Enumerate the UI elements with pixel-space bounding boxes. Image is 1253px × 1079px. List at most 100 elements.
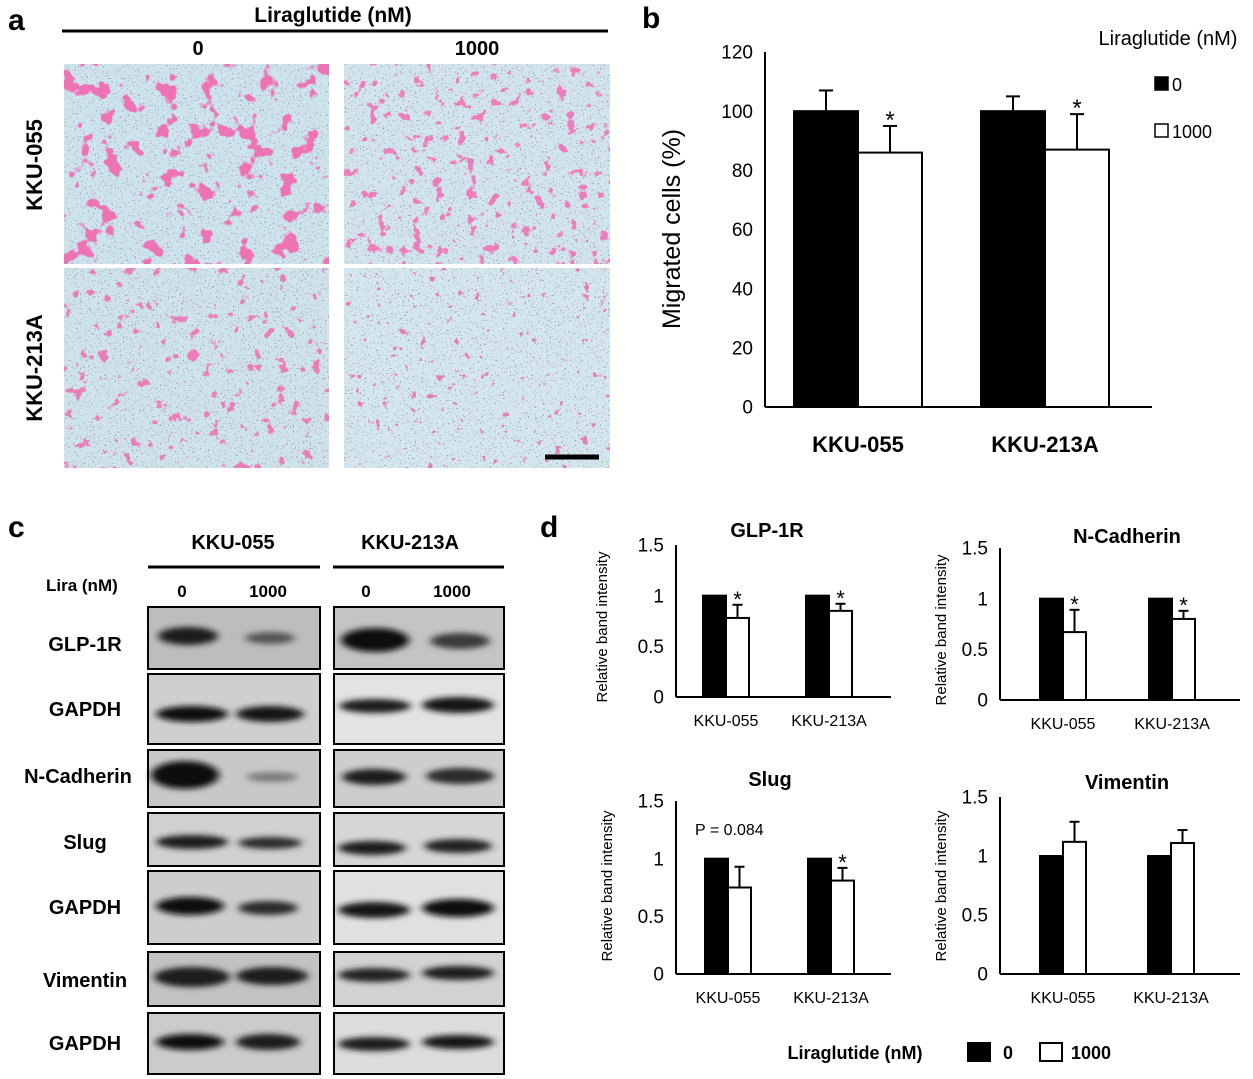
y-tick-label: 40	[732, 279, 753, 300]
panel-letter-b: b	[642, 2, 660, 35]
blot-label-vimentin: Vimentin	[43, 970, 127, 992]
panel-c-dose-0: 0	[177, 582, 186, 601]
y-tick-label: 20	[732, 338, 753, 359]
x-tick-label: KKU-213A	[1133, 990, 1209, 1007]
significance-marker: *	[1070, 592, 1079, 617]
x-tick-label: KKU-055	[812, 432, 904, 457]
bar-0-KKU-055	[1039, 597, 1064, 702]
blot-label-gapdh-3: GAPDH	[49, 1033, 121, 1055]
panel-b-legend-label-1: 1000	[1172, 122, 1212, 142]
panel-c-lira-label: Lira (nM)	[46, 576, 118, 595]
chart-migration: 0 20 40 60 80 100 120 Migrated cells (%) * KKU-05…	[658, 43, 1152, 457]
panel-letter-d: d	[540, 511, 558, 544]
slug-pvalue: P = 0.084	[695, 822, 764, 839]
x-tick-label: KKU-213A	[793, 990, 869, 1007]
x-tick-label: KKU-055	[694, 713, 759, 730]
chart-title: N-Cadherin	[1073, 526, 1181, 548]
blot-label-gapdh-2: GAPDH	[49, 897, 121, 919]
x-tick-label: KKU-055	[1031, 990, 1096, 1007]
y-tick-label: 1	[977, 589, 988, 610]
panel-c-group-1: KKU-213A	[361, 532, 459, 554]
panel-a-row-1: KKU-213A	[22, 314, 47, 422]
chart-glp1r: 0 0.5 1 1.5 Relative band intensity GLP-1R * KK…	[594, 520, 891, 730]
y-tick-label: 1	[977, 847, 988, 868]
chart-title: GLP-1R	[730, 520, 804, 542]
micrograph-kku055-0	[64, 64, 329, 264]
x-tick-label: KKU-055	[696, 990, 761, 1007]
y-tick-label: 1	[653, 849, 664, 870]
chart-vimentin: 0 0.5 1 1.5 Relative band intensity Vimentin K…	[933, 772, 1240, 1007]
panel-b-legend-swatch-0	[1154, 76, 1169, 91]
chart-ncadherin: 0 0.5 1 1.5 Relative band intensity N-Cadheri…	[933, 526, 1240, 733]
blot-label-gapdh-1: GAPDH	[49, 699, 121, 721]
x-tick-label: KKU-213A	[991, 432, 1099, 457]
chart-slug: 0 0.5 1 1.5 Relative band intensity Slug KKU-0…	[599, 769, 891, 1007]
y-axis-label: Relative band intensity	[933, 554, 950, 705]
bar-0-KKU-055	[1039, 855, 1064, 975]
micrograph-kku213a-0	[64, 268, 329, 468]
bar-0-KKU-213A	[980, 110, 1046, 409]
panel-b-legend-swatch-1	[1154, 123, 1169, 138]
panel-c-dose-1: 1000	[249, 582, 287, 601]
bar-1000-KKU-213A	[1171, 617, 1196, 702]
y-tick-label: 1	[653, 586, 664, 607]
panel-d-legend-swatch-1	[1039, 1042, 1063, 1062]
blot-gapdh-1	[147, 673, 505, 745]
bar-1000-KKU-213A	[1044, 148, 1110, 408]
y-tick-label: 120	[721, 43, 753, 64]
bar-0-KKU-055	[704, 857, 729, 976]
panel-a-col-0: 0	[192, 38, 203, 60]
panel-a-header: Liraglutide (nM)	[254, 4, 411, 27]
significance-marker: *	[1179, 593, 1188, 618]
significance-marker: *	[733, 587, 742, 612]
y-axis-label: Relative band intensity	[933, 810, 950, 961]
significance-marker: *	[885, 107, 894, 134]
bar-0-KKU-213A	[1147, 855, 1172, 975]
y-axis-label: Relative band intensity	[599, 810, 616, 961]
bar-1000-KKU-213A	[830, 879, 855, 976]
panel-c-dose-2: 0	[361, 582, 370, 601]
significance-marker: *	[838, 850, 847, 875]
chart-title: Slug	[748, 769, 791, 791]
blot-label-glp1r: GLP-1R	[48, 634, 122, 656]
panel-c-group-0: KKU-055	[191, 532, 274, 554]
panel-d-legend-label-1: 1000	[1071, 1043, 1111, 1063]
panel-a-row-0: KKU-055	[22, 119, 47, 211]
micrograph-kku213a-1000	[344, 268, 610, 468]
y-tick-label: 1.5	[962, 788, 988, 809]
blot-vimentin	[147, 951, 505, 1007]
y-tick-label: 1.5	[638, 792, 664, 813]
significance-marker: *	[1072, 95, 1081, 122]
blot-gapdh-3	[147, 1012, 505, 1075]
x-tick-label: KKU-213A	[1134, 716, 1210, 733]
y-tick-label: 60	[732, 220, 753, 241]
y-tick-label: 80	[732, 161, 753, 182]
panel-letter-c: c	[8, 511, 25, 544]
bar-1000-KKU-055	[725, 616, 750, 699]
y-tick-label: 0.5	[962, 906, 988, 927]
panel-a-col-1: 1000	[455, 38, 500, 60]
bar-0-KKU-213A	[807, 857, 832, 976]
y-tick-label: 0	[977, 965, 988, 986]
panel-d-legend-swatch-0	[967, 1042, 991, 1062]
panel-b-legend-label-0: 0	[1172, 75, 1182, 95]
micrograph-kku055-1000	[344, 64, 610, 264]
bar-0-KKU-055	[702, 594, 727, 699]
x-tick-label: KKU-055	[1031, 716, 1096, 733]
y-tick-label: 0	[742, 398, 753, 419]
y-tick-label: 0.5	[638, 907, 664, 928]
blot-ncadherin	[147, 749, 505, 808]
bar-0-KKU-055	[793, 110, 859, 409]
chart-title: Vimentin	[1085, 772, 1169, 794]
bar-0-KKU-213A	[805, 594, 830, 699]
y-tick-label: 1.5	[962, 539, 988, 560]
bar-1000-KKU-213A	[828, 609, 853, 698]
blot-slug	[147, 812, 505, 867]
panel-b-legend-title: Liraglutide (nM)	[1099, 28, 1238, 50]
bar-0-KKU-213A	[1148, 597, 1173, 702]
significance-marker: *	[836, 586, 845, 611]
y-axis-label: Migrated cells (%)	[658, 129, 686, 329]
bar-1000-KKU-055	[1062, 631, 1087, 702]
blot-label-ncadherin: N-Cadherin	[24, 766, 132, 788]
